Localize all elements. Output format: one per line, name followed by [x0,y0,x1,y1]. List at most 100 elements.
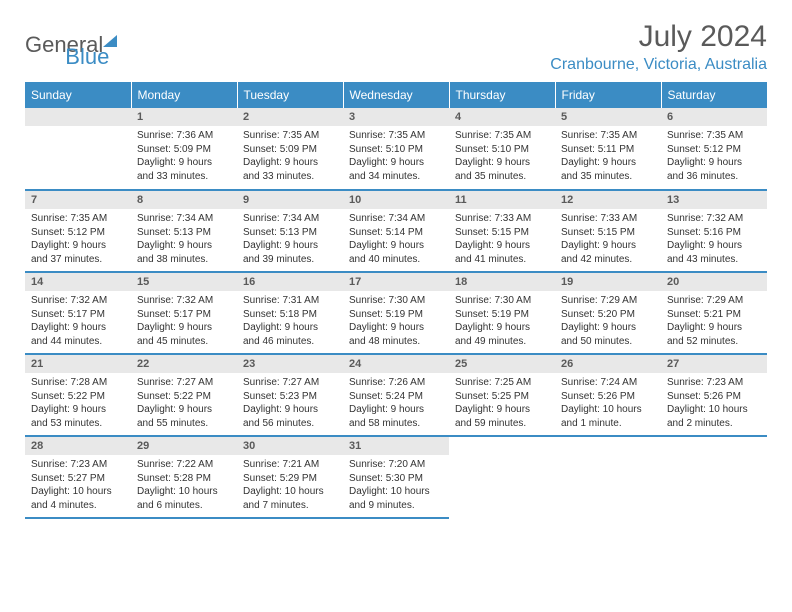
calendar-day-cell: 28Sunrise: 7:23 AMSunset: 5:27 PMDayligh… [25,436,131,518]
day-number: 25 [449,355,555,373]
weekday-header: Tuesday [237,82,343,108]
weekday-header: Wednesday [343,82,449,108]
sunset-text: Sunset: 5:25 PM [455,390,549,404]
sunrise-text: Sunrise: 7:26 AM [349,376,443,390]
sunset-text: Sunset: 5:09 PM [243,143,337,157]
day-number: 10 [343,191,449,209]
calendar-day-cell: 5Sunrise: 7:35 AMSunset: 5:11 PMDaylight… [555,108,661,190]
day-number: 5 [555,108,661,126]
day-content: Sunrise: 7:29 AMSunset: 5:20 PMDaylight:… [555,291,661,351]
daylight-text: Daylight: 9 hours and 42 minutes. [561,239,655,266]
calendar-day-cell [555,436,661,518]
sunrise-text: Sunrise: 7:35 AM [349,129,443,143]
location-label: Cranbourne, Victoria, Australia [550,56,767,74]
calendar-day-cell: 29Sunrise: 7:22 AMSunset: 5:28 PMDayligh… [131,436,237,518]
day-content: Sunrise: 7:35 AMSunset: 5:11 PMDaylight:… [555,126,661,186]
day-content: Sunrise: 7:22 AMSunset: 5:28 PMDaylight:… [131,455,237,515]
sunrise-text: Sunrise: 7:35 AM [667,129,761,143]
day-number: 26 [555,355,661,373]
sunset-text: Sunset: 5:19 PM [349,308,443,322]
daylight-text: Daylight: 10 hours and 2 minutes. [667,403,761,430]
day-content: Sunrise: 7:35 AMSunset: 5:12 PMDaylight:… [661,126,767,186]
day-content: Sunrise: 7:35 AMSunset: 5:12 PMDaylight:… [25,209,131,269]
sunset-text: Sunset: 5:22 PM [137,390,231,404]
daylight-text: Daylight: 10 hours and 7 minutes. [243,485,337,512]
title-block: July 2024 Cranbourne, Victoria, Australi… [550,20,767,74]
sunset-text: Sunset: 5:24 PM [349,390,443,404]
daylight-text: Daylight: 9 hours and 49 minutes. [455,321,549,348]
day-content: Sunrise: 7:31 AMSunset: 5:18 PMDaylight:… [237,291,343,351]
day-content: Sunrise: 7:23 AMSunset: 5:27 PMDaylight:… [25,455,131,515]
daylight-text: Daylight: 9 hours and 45 minutes. [137,321,231,348]
day-number: 3 [343,108,449,126]
day-content: Sunrise: 7:35 AMSunset: 5:10 PMDaylight:… [343,126,449,186]
day-number: 13 [661,191,767,209]
sunset-text: Sunset: 5:12 PM [667,143,761,157]
calendar-day-cell: 15Sunrise: 7:32 AMSunset: 5:17 PMDayligh… [131,272,237,354]
day-content: Sunrise: 7:27 AMSunset: 5:23 PMDaylight:… [237,373,343,433]
day-number: 21 [25,355,131,373]
daylight-text: Daylight: 9 hours and 56 minutes. [243,403,337,430]
day-content: Sunrise: 7:26 AMSunset: 5:24 PMDaylight:… [343,373,449,433]
calendar-day-cell: 9Sunrise: 7:34 AMSunset: 5:13 PMDaylight… [237,190,343,272]
calendar-day-cell: 4Sunrise: 7:35 AMSunset: 5:10 PMDaylight… [449,108,555,190]
daylight-text: Daylight: 9 hours and 34 minutes. [349,156,443,183]
calendar-day-cell: 24Sunrise: 7:26 AMSunset: 5:24 PMDayligh… [343,354,449,436]
sunset-text: Sunset: 5:26 PM [561,390,655,404]
calendar-week-row: 28Sunrise: 7:23 AMSunset: 5:27 PMDayligh… [25,436,767,518]
daylight-text: Daylight: 9 hours and 33 minutes. [137,156,231,183]
sunset-text: Sunset: 5:21 PM [667,308,761,322]
day-content: Sunrise: 7:34 AMSunset: 5:14 PMDaylight:… [343,209,449,269]
day-number: 29 [131,437,237,455]
sunrise-text: Sunrise: 7:29 AM [667,294,761,308]
sunrise-text: Sunrise: 7:33 AM [455,212,549,226]
sunset-text: Sunset: 5:10 PM [455,143,549,157]
day-number: 6 [661,108,767,126]
day-content: Sunrise: 7:32 AMSunset: 5:17 PMDaylight:… [131,291,237,351]
calendar-day-cell: 6Sunrise: 7:35 AMSunset: 5:12 PMDaylight… [661,108,767,190]
sunrise-text: Sunrise: 7:30 AM [349,294,443,308]
day-content: Sunrise: 7:33 AMSunset: 5:15 PMDaylight:… [449,209,555,269]
sunrise-text: Sunrise: 7:25 AM [455,376,549,390]
sunset-text: Sunset: 5:18 PM [243,308,337,322]
day-content: Sunrise: 7:21 AMSunset: 5:29 PMDaylight:… [237,455,343,515]
day-content: Sunrise: 7:32 AMSunset: 5:16 PMDaylight:… [661,209,767,269]
sunrise-text: Sunrise: 7:33 AM [561,212,655,226]
sunrise-text: Sunrise: 7:23 AM [667,376,761,390]
calendar-day-cell: 16Sunrise: 7:31 AMSunset: 5:18 PMDayligh… [237,272,343,354]
calendar-day-cell [661,436,767,518]
calendar-day-cell: 22Sunrise: 7:27 AMSunset: 5:22 PMDayligh… [131,354,237,436]
calendar-day-cell: 7Sunrise: 7:35 AMSunset: 5:12 PMDaylight… [25,190,131,272]
day-content: Sunrise: 7:25 AMSunset: 5:25 PMDaylight:… [449,373,555,433]
sunset-text: Sunset: 5:15 PM [561,226,655,240]
day-number: 19 [555,273,661,291]
daylight-text: Daylight: 10 hours and 9 minutes. [349,485,443,512]
calendar-day-cell: 30Sunrise: 7:21 AMSunset: 5:29 PMDayligh… [237,436,343,518]
day-number: 4 [449,108,555,126]
daylight-text: Daylight: 9 hours and 37 minutes. [31,239,125,266]
daylight-text: Daylight: 9 hours and 38 minutes. [137,239,231,266]
calendar-body: 1Sunrise: 7:36 AMSunset: 5:09 PMDaylight… [25,108,767,518]
sunset-text: Sunset: 5:13 PM [137,226,231,240]
weekday-header: Sunday [25,82,131,108]
calendar-day-cell: 11Sunrise: 7:33 AMSunset: 5:15 PMDayligh… [449,190,555,272]
day-number: 11 [449,191,555,209]
day-number: 23 [237,355,343,373]
daylight-text: Daylight: 9 hours and 55 minutes. [137,403,231,430]
sunrise-text: Sunrise: 7:24 AM [561,376,655,390]
day-content: Sunrise: 7:35 AMSunset: 5:10 PMDaylight:… [449,126,555,186]
sunrise-text: Sunrise: 7:35 AM [561,129,655,143]
day-number: 30 [237,437,343,455]
sunrise-text: Sunrise: 7:29 AM [561,294,655,308]
sunrise-text: Sunrise: 7:35 AM [31,212,125,226]
daylight-text: Daylight: 9 hours and 59 minutes. [455,403,549,430]
daylight-text: Daylight: 10 hours and 1 minute. [561,403,655,430]
sunset-text: Sunset: 5:26 PM [667,390,761,404]
sunrise-text: Sunrise: 7:32 AM [137,294,231,308]
day-number: 22 [131,355,237,373]
daylight-text: Daylight: 9 hours and 35 minutes. [561,156,655,183]
day-number: 17 [343,273,449,291]
daylight-text: Daylight: 9 hours and 52 minutes. [667,321,761,348]
daylight-text: Daylight: 9 hours and 35 minutes. [455,156,549,183]
sunset-text: Sunset: 5:13 PM [243,226,337,240]
